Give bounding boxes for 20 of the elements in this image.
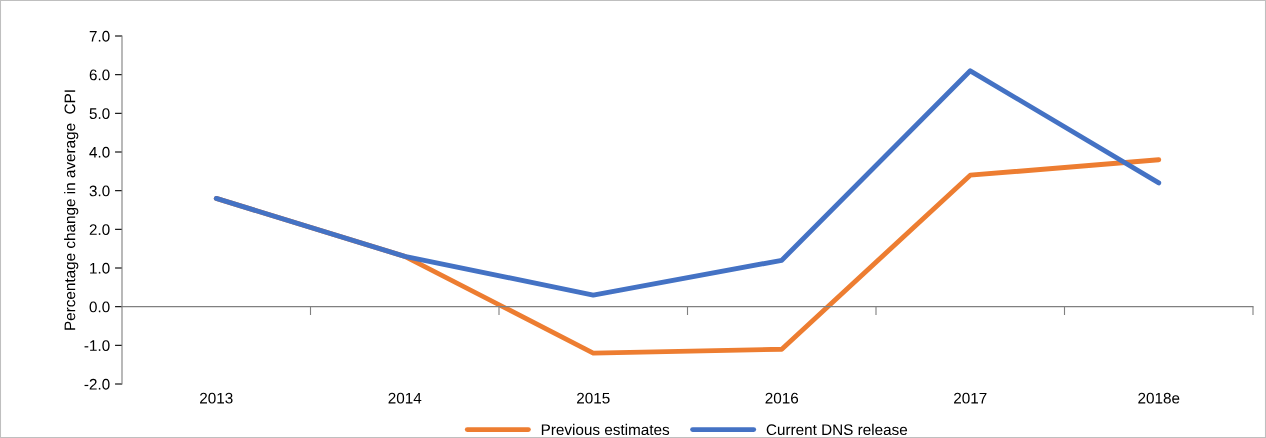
y-axis-title: Percentage change in average CPI (64, 90, 79, 330)
x-tick-label: 2016 (765, 392, 799, 404)
legend-label: Current DNS release (766, 423, 908, 436)
x-tick-label: 2014 (388, 392, 422, 404)
x-tick-label: 2018e (1138, 392, 1180, 404)
x-tick-label: 2017 (954, 392, 987, 404)
y-tick-label: -2.0 (84, 378, 110, 390)
y-tick-label: 5.0 (89, 108, 110, 120)
line-series (213, 68, 1162, 298)
y-tick-label: 6.0 (89, 69, 110, 81)
y-tick-label: 1.0 (90, 262, 110, 274)
y-tick-label: 0.0 (89, 301, 110, 313)
y-tick-label: 3.0 (89, 185, 110, 197)
x-tick-label: 2015 (577, 392, 610, 404)
y-tick-label: 2.0 (89, 224, 110, 236)
legend-label: Previous estimates (541, 423, 670, 436)
y-tick-label: -1.0 (84, 340, 110, 352)
y-tick-label: 7.0 (89, 30, 110, 42)
x-tick-label: 2013 (200, 392, 233, 404)
y-tick-label: 4.0 (89, 146, 110, 158)
